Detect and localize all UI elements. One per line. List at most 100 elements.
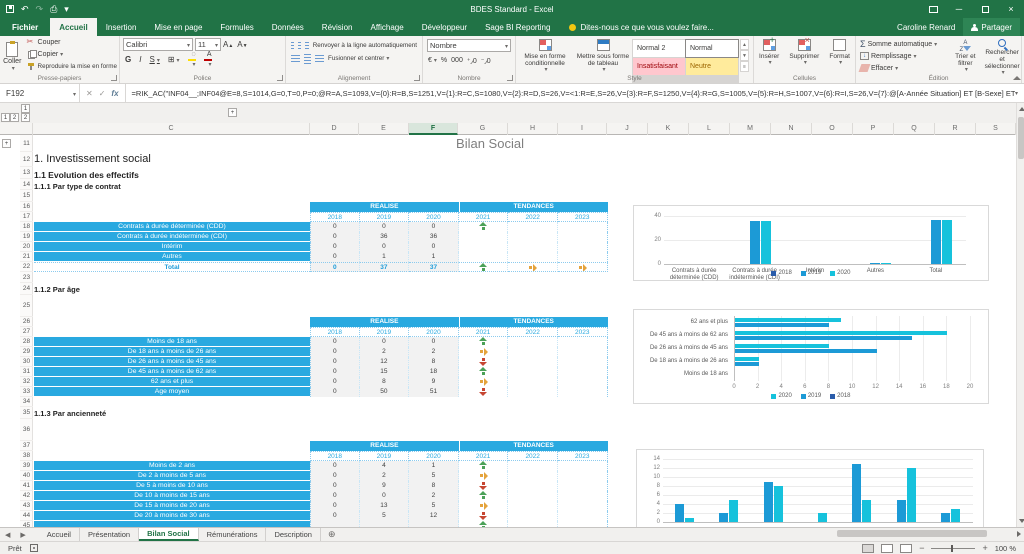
zoom-in-icon[interactable]: +	[982, 543, 988, 553]
row-label[interactable]	[34, 521, 310, 527]
trend-cell[interactable]	[508, 242, 558, 252]
value-cell[interactable]: 2	[359, 347, 410, 357]
name-box[interactable]: F192	[0, 84, 80, 102]
trend-cell[interactable]	[458, 377, 509, 387]
value-cell[interactable]: 15	[359, 367, 410, 377]
value-cell[interactable]: 0	[359, 222, 410, 232]
row-label[interactable]: De 26 ans à moins de 45 ans	[34, 357, 310, 367]
row-header-23[interactable]: 23	[20, 272, 33, 283]
trend-cell[interactable]	[458, 232, 509, 242]
user-name[interactable]: Caroline Renard	[897, 22, 956, 32]
dialog-launcher-icon[interactable]	[277, 75, 283, 81]
trend-cell[interactable]	[557, 242, 608, 252]
trend-cell[interactable]	[508, 471, 558, 481]
column-header-P[interactable]: P	[853, 123, 894, 135]
trend-cell[interactable]	[508, 222, 558, 232]
clear-button[interactable]: Effacer	[858, 62, 945, 74]
year-header[interactable]: 2023	[557, 451, 608, 461]
value-cell[interactable]: 0	[310, 232, 360, 242]
wrap-text-button[interactable]: Renvoyer à la ligne automatiquement	[312, 42, 418, 49]
row-label[interactable]: Contrats à durée déterminée (CDD)	[34, 222, 310, 232]
number-format-select[interactable]: Nombre	[427, 39, 511, 52]
column-header-O[interactable]: O	[812, 123, 853, 135]
trend-cell[interactable]	[557, 262, 608, 272]
gallery-up-icon[interactable]: ▲	[740, 39, 749, 50]
trend-cell[interactable]	[557, 387, 608, 397]
increase-font-icon[interactable]: A ▲	[223, 40, 234, 49]
sheet-title-cell[interactable]: Bilan Social	[456, 136, 524, 151]
column-header-F[interactable]: F	[409, 123, 458, 135]
value-cell[interactable]: 8	[409, 481, 459, 491]
trend-cell[interactable]	[458, 337, 509, 347]
heading-par-age[interactable]: 1.1.2 Par âge	[34, 285, 80, 294]
year-header[interactable]: 2022	[508, 327, 558, 337]
sheet-nav-left-icon[interactable]: ◀	[5, 531, 11, 539]
year-header[interactable]: 2022	[508, 212, 558, 222]
year-header[interactable]: 2018	[310, 451, 360, 461]
align-center-icon[interactable]	[304, 53, 311, 64]
row-header-16[interactable]: 16	[20, 202, 33, 212]
trend-cell[interactable]	[458, 347, 509, 357]
row-header-14[interactable]: 14	[20, 179, 33, 190]
year-header[interactable]: 2023	[557, 327, 608, 337]
value-cell[interactable]: 36	[359, 232, 410, 242]
trend-cell[interactable]	[508, 337, 558, 347]
trend-cell[interactable]	[557, 521, 608, 527]
column-header-I[interactable]: I	[558, 123, 607, 135]
minimize-button[interactable]: ─	[955, 4, 963, 14]
row-header-30[interactable]: 30	[20, 357, 33, 367]
gallery-more-icon[interactable]: ≡	[740, 61, 749, 72]
sheet-tab-description[interactable]: Description	[266, 528, 321, 541]
year-header[interactable]: 2022	[508, 451, 558, 461]
column-header-N[interactable]: N	[771, 123, 812, 135]
row-header-39[interactable]: 39	[20, 461, 33, 471]
value-cell[interactable]: 1	[359, 252, 410, 262]
style-normal[interactable]: Normal	[685, 39, 739, 58]
value-cell[interactable]	[310, 521, 360, 527]
tab-développeur[interactable]: Développeur	[421, 22, 468, 32]
trend-cell[interactable]	[458, 252, 509, 262]
row-header-20[interactable]: 20	[20, 242, 33, 252]
trend-cell[interactable]	[508, 377, 558, 387]
page-layout-view-icon[interactable]	[881, 543, 894, 553]
trend-cell[interactable]	[458, 481, 509, 491]
value-cell[interactable]	[359, 521, 410, 527]
year-header[interactable]: 2018	[310, 327, 360, 337]
column-header-D[interactable]: D	[310, 123, 359, 135]
value-cell[interactable]: 2	[409, 491, 459, 501]
align-middle-icon[interactable]	[298, 41, 302, 50]
total-value-cell[interactable]: 0	[310, 262, 360, 272]
row-header-38[interactable]: 38	[20, 451, 33, 461]
trend-cell[interactable]	[508, 262, 558, 272]
row-header-45[interactable]: 45	[20, 521, 33, 527]
trend-cell[interactable]	[557, 222, 608, 232]
page-break-view-icon[interactable]	[900, 543, 913, 553]
row-header-31[interactable]: 31	[20, 367, 33, 377]
row-header-12[interactable]: 12	[20, 152, 33, 167]
row-header-25[interactable]: 25	[20, 295, 33, 317]
delete-cells-button[interactable]: Supprimer	[789, 36, 819, 83]
font-color-icon[interactable]: A	[202, 51, 214, 68]
row-header-32[interactable]: 32	[20, 377, 33, 387]
fill-color-icon[interactable]: ◌	[186, 51, 198, 68]
cancel-icon[interactable]: ✕	[86, 88, 93, 98]
trend-cell[interactable]	[508, 357, 558, 367]
align-bottom-icon[interactable]	[305, 41, 309, 50]
value-cell[interactable]: 0	[310, 357, 360, 367]
chart-par-age[interactable]: 0 2 4 6 8 10 12 14 16 18 20 62 ans et plus De 45 ans…	[633, 309, 989, 404]
qat-dropdown-icon[interactable]: ▾	[64, 3, 69, 14]
font-family-select[interactable]: Calibri	[123, 38, 193, 51]
row-label[interactable]: Intérim	[34, 242, 310, 252]
trend-cell[interactable]	[508, 367, 558, 377]
italic-button[interactable]: I	[139, 55, 142, 64]
style-insatisfaisant[interactable]: Insatisfaisant	[633, 58, 685, 75]
style-neutre[interactable]: Neutre	[686, 58, 738, 75]
trend-cell[interactable]	[458, 242, 509, 252]
row-label[interactable]: De 2 à moins de 5 ans	[34, 471, 310, 481]
trend-cell[interactable]	[557, 377, 608, 387]
dialog-launcher-icon[interactable]	[414, 75, 420, 81]
value-cell[interactable]: 0	[310, 252, 360, 262]
value-cell[interactable]: 0	[310, 337, 360, 347]
row-header-40[interactable]: 40	[20, 471, 33, 481]
total-value-cell[interactable]: 37	[359, 262, 410, 272]
